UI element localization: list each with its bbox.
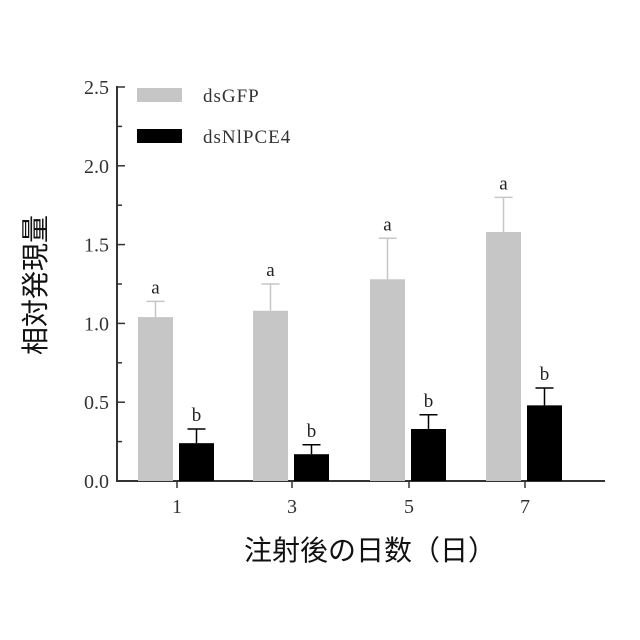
bar-dsNlPCE4-1 — [179, 443, 214, 481]
significance-label: b — [424, 391, 434, 412]
y-tick-label: 1.0 — [84, 313, 109, 335]
significance-label: a — [266, 260, 275, 281]
significance-label: b — [540, 364, 550, 385]
bar-dsGFP-5 — [370, 279, 405, 481]
x-axis-title: 注射後の日数（日） — [244, 534, 496, 567]
bar-dsNlPCE4-3 — [294, 454, 329, 481]
x-tick-label: 3 — [287, 496, 297, 518]
legend: dsGFP dsNlPCE4 — [137, 86, 291, 148]
bar-dsGFP-1 — [138, 317, 173, 481]
y-tick-label: 2.0 — [84, 156, 109, 178]
y-tick-label: 1.5 — [84, 235, 109, 257]
x-tick-label: 7 — [520, 496, 530, 518]
significance-label: a — [383, 214, 392, 235]
y-tick-label: 0.5 — [84, 392, 109, 414]
legend-label-dsNlPCE4: dsNlPCE4 — [203, 127, 291, 148]
bars: a a a a b b b b — [138, 173, 562, 481]
x-tick-label: 1 — [172, 496, 182, 518]
bar-dsGFP-3 — [253, 311, 288, 481]
significance-label: b — [307, 421, 317, 442]
bar-dsNlPCE4-5 — [411, 429, 446, 481]
x-tick-label: 5 — [404, 496, 414, 518]
significance-label: a — [151, 277, 160, 298]
legend-swatch-dsGFP — [137, 88, 182, 102]
y-tick-label: 0.0 — [84, 471, 109, 493]
bar-chart: 0.0 0.5 1.0 1.5 2.0 2.5 1 3 5 7 a a a a b b b b dsGFP dsN… — [0, 0, 640, 640]
legend-label-dsGFP: dsGFP — [203, 86, 260, 107]
bar-dsNlPCE4-7 — [527, 405, 562, 481]
y-tick-label: 2.5 — [84, 77, 109, 99]
significance-label: b — [192, 405, 202, 426]
bar-dsGFP-7 — [486, 232, 521, 481]
y-axis-title: 相対発現量 — [19, 215, 52, 355]
legend-swatch-dsNlPCE4 — [137, 129, 182, 143]
significance-label: a — [499, 173, 508, 194]
